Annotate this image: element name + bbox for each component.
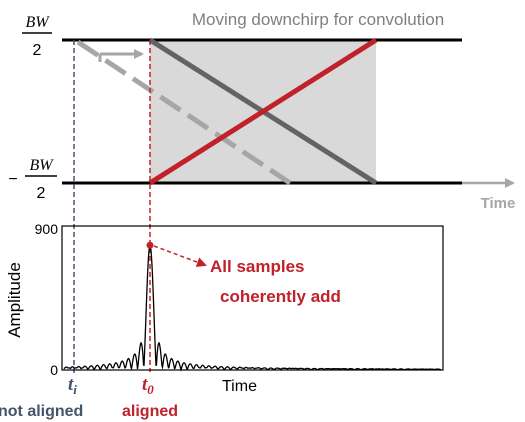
y-axis-label: Amplitude	[5, 262, 24, 338]
bw-bottom-numerator: BW	[29, 157, 54, 174]
ti-label-sub: i	[73, 382, 77, 397]
correlation-curve	[63, 243, 442, 372]
bw-top-numerator: BW	[25, 14, 50, 31]
annotation-arrow	[153, 245, 207, 267]
annotation-line-2: coherently add	[220, 287, 341, 306]
downchirp-previous	[76, 39, 292, 186]
bw-bottom-denominator: 2	[37, 185, 46, 202]
bw-bottom-sign: −	[8, 171, 17, 188]
diagram-title: Moving downchirp for convolution	[192, 10, 444, 29]
t0-label-sub: 0	[147, 382, 154, 397]
ti-label-base: t	[68, 374, 74, 395]
time-axis-label: Time	[481, 195, 516, 212]
plot-x-label: Time	[222, 378, 257, 395]
upchirp	[148, 37, 378, 186]
ti-label: ti	[68, 374, 77, 397]
amplitude-plot-frame	[61, 225, 444, 371]
bw-top-denominator: 2	[33, 42, 42, 59]
peak-dot	[146, 241, 154, 249]
t0-label: t0	[142, 374, 154, 397]
y-max-tick: 900	[35, 221, 59, 237]
y-zero-tick: 0	[50, 362, 58, 378]
not-aligned-label: not aligned	[0, 403, 83, 420]
t0-label-base: t	[142, 374, 148, 395]
aligned-label: aligned	[122, 403, 178, 420]
annotation-line-1: All samples	[210, 257, 305, 276]
